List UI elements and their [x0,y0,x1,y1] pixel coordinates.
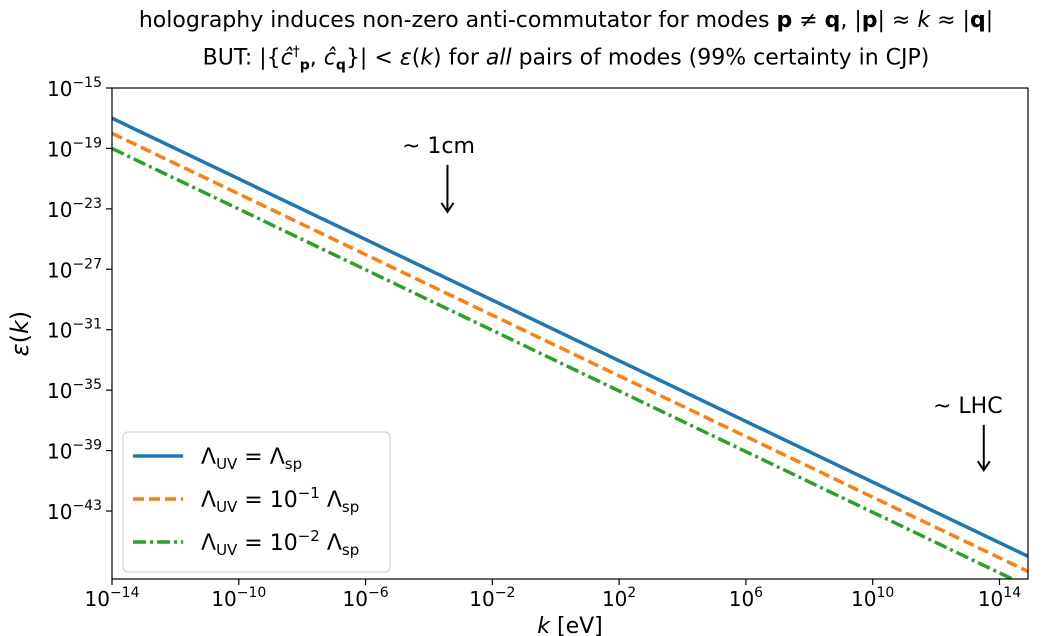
x-tick-label: 10−6 [343,585,389,611]
series-line-1 [112,131,1028,574]
y-tick-label: 10−35 [47,377,102,403]
x-tick-label: 10−10 [211,585,266,611]
x-axis-label: k [eV] [537,614,603,636]
legend-box [122,431,391,573]
y-tick-label: 10−31 [47,317,102,343]
y-tick-label: 10−43 [47,498,102,524]
y-tick-label: 10−19 [47,135,102,161]
annotation-arrowhead-1 [976,460,991,473]
series-line-0 [112,116,1028,558]
y-tick-label: 10−39 [47,438,102,464]
x-tick-label: 106 [729,585,763,611]
annotation-1: ~ LHC [933,394,1003,419]
y-tick-label: 10−23 [47,196,102,222]
x-tick-label: 10−2 [469,585,515,611]
y-tick-label: 10−15 [47,75,102,101]
x-tick-label: 10−14 [85,585,140,611]
x-tick-label: 1014 [978,585,1021,611]
chart-title-line1: holography induces non-zero anti-commuta… [138,8,994,33]
y-tick-label: 10−27 [47,256,102,282]
series-line-2 [112,146,1017,579]
legend-label-2: ΛUV = 10−2 Λsp [201,527,359,559]
legend-label-0: ΛUV = Λsp [201,445,302,473]
x-tick-label: 1010 [851,585,894,611]
y-axis-label: ε(k) [6,311,34,357]
legend-label-1: ΛUV = 10−1 Λsp [201,484,359,516]
chart-title-line2: BUT: |{ĉ†p, ĉq}| < ε(k) for all pairs of… [202,44,930,74]
plot-frame [111,87,1029,580]
x-tick-label: 102 [602,585,636,611]
annotation-0: ~ 1cm [402,134,475,159]
annotation-arrowhead-0 [440,202,455,214]
